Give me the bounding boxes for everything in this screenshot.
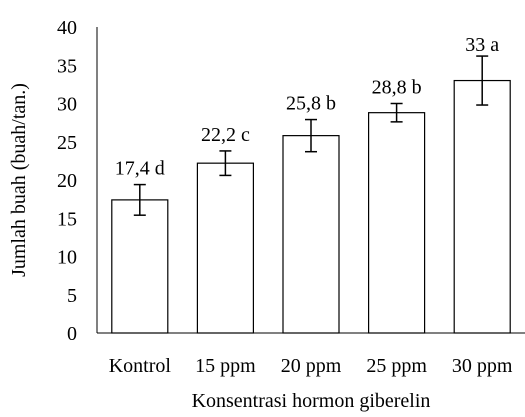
data-label: 25,8 b — [286, 93, 336, 115]
y-tick-label: 5 — [67, 285, 77, 307]
y-axis-title: Jumlah buah (buah/tan.) — [8, 83, 30, 277]
data-label: 33 a — [465, 34, 499, 56]
y-tick-label: 10 — [57, 247, 77, 269]
error-bar — [390, 102, 403, 123]
error-bar — [305, 118, 317, 153]
y-tick-label: 20 — [57, 170, 77, 192]
error-bar — [476, 55, 489, 106]
bar — [111, 199, 169, 334]
data-label: 28,8 b — [372, 77, 422, 99]
bar — [368, 112, 426, 334]
x-tick-label: Kontrol — [109, 355, 172, 377]
bar — [282, 135, 340, 334]
y-tick-label: 35 — [57, 55, 77, 77]
x-tick-label: 25 ppm — [366, 355, 427, 377]
bar — [453, 79, 511, 334]
x-tick-label: 20 ppm — [281, 355, 342, 377]
bar-series: 17,4 d 22,2 c 25,8 b 28,8 b 33 a — [111, 34, 511, 334]
y-tick-label: 25 — [57, 132, 77, 154]
y-tick-label: 0 — [67, 323, 77, 345]
x-axis-tick-labels: Kontrol 15 ppm 20 ppm 25 ppm 30 ppm — [109, 355, 513, 377]
bar — [196, 162, 254, 334]
y-tick-label: 40 — [57, 17, 77, 39]
y-tick-label: 30 — [57, 94, 77, 116]
data-label: 17,4 d — [115, 158, 165, 180]
y-tick-label: 15 — [57, 208, 77, 230]
x-tick-label: 30 ppm — [452, 355, 513, 377]
x-axis-title: Konsentrasi hormon giberelin — [192, 390, 431, 412]
y-axis-tick-labels: 0 5 10 15 20 25 30 35 40 — [57, 17, 77, 345]
error-bar — [219, 150, 232, 177]
x-tick-label: 15 ppm — [195, 355, 256, 377]
data-label: 22,2 c — [201, 124, 250, 146]
error-bar — [133, 183, 146, 216]
